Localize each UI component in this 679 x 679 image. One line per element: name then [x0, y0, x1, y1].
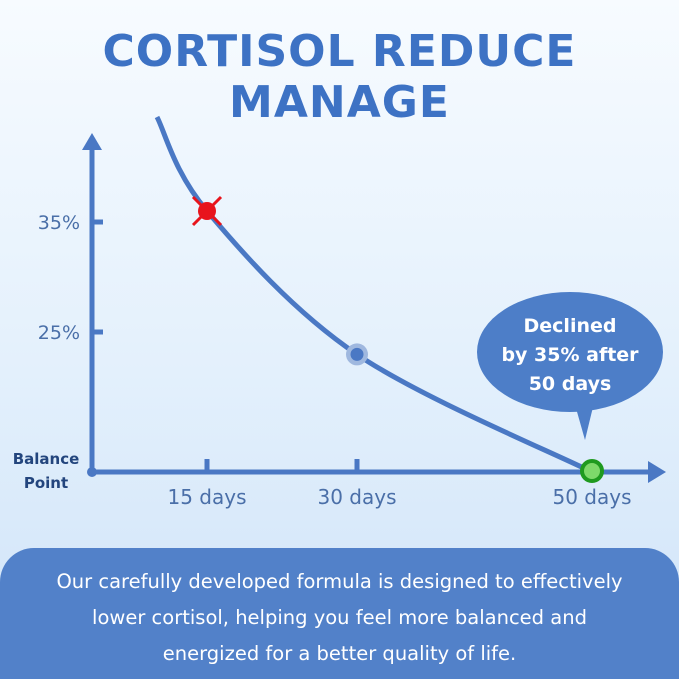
x-axis-arrow-icon [648, 461, 666, 483]
description-line: Our carefully developed formula is desig… [56, 570, 623, 593]
y-tick-label: 25% [38, 322, 80, 344]
marker-dot [198, 202, 216, 220]
series-line [154, 115, 594, 475]
description-line: energized for a better quality of life. [162, 642, 517, 665]
description-line: lower cortisol, helping you feel more ba… [92, 606, 587, 629]
callout-text: Declined [524, 315, 617, 337]
x-tick-label: 30 days [317, 485, 396, 509]
y-tick-label-line: Balance [13, 450, 80, 468]
red-x-marker-icon [191, 195, 223, 227]
y-tick-label-line: Point [24, 474, 68, 492]
x-tick-label: 50 days [552, 485, 631, 509]
callout-bubble [477, 292, 663, 412]
origin-dot [87, 467, 97, 477]
y-tick-label: Balance Point [13, 450, 80, 492]
x-tick-label: 15 days [167, 485, 246, 509]
callout-text: by 35% after [501, 344, 639, 366]
description-banner: Our carefully developed formula is desig… [0, 548, 679, 679]
green-marker-dot [580, 459, 604, 483]
y-axis-arrow-icon [82, 133, 102, 150]
callout-text: 50 days [529, 373, 612, 395]
page-title: CORTISOL REDUCE MANAGE [102, 26, 577, 128]
blue-marker-dot [350, 347, 364, 361]
y-tick-label: 35% [38, 212, 80, 234]
